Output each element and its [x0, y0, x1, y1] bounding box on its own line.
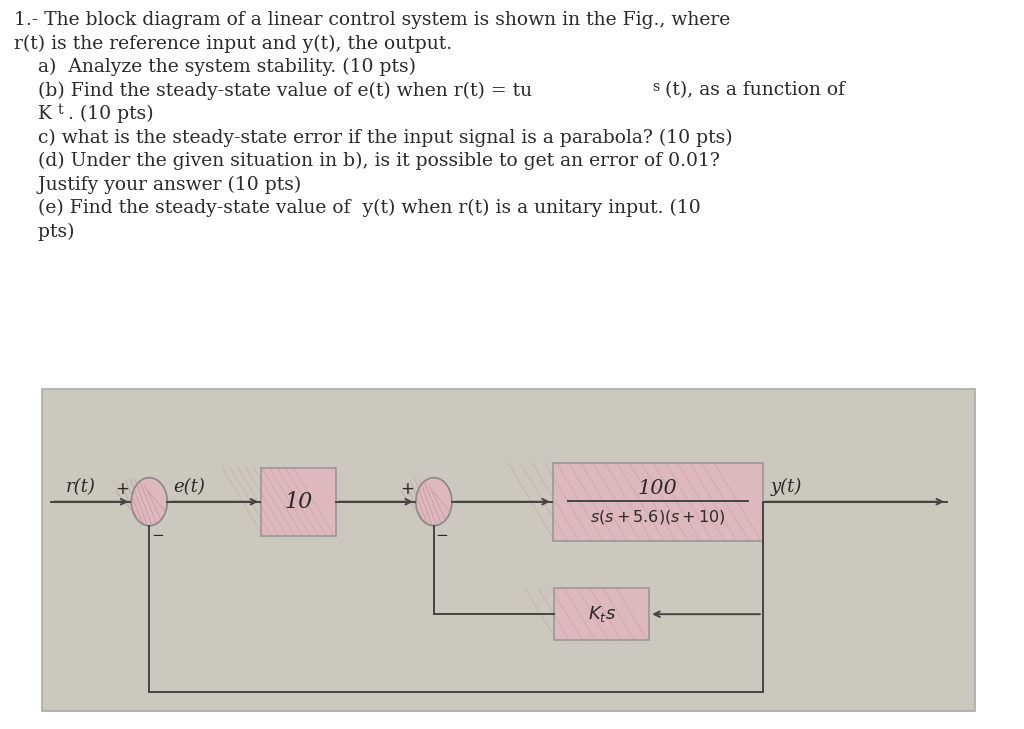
Bar: [261, 468, 336, 536]
Text: (b) Find the steady-state value of e(t) when r(t) = tu: (b) Find the steady-state value of e(t) …: [14, 82, 532, 100]
Text: e(t): e(t): [173, 477, 205, 496]
Text: y(t): y(t): [771, 477, 802, 496]
Text: 1.- The block diagram of a linear control system is shown in the Fig., where: 1.- The block diagram of a linear contro…: [14, 11, 730, 29]
Text: +: +: [116, 480, 129, 498]
Text: +: +: [400, 480, 414, 498]
Text: $s(s+5.6)(s+10)$: $s(s+5.6)(s+10)$: [590, 507, 726, 526]
Text: s: s: [652, 79, 659, 93]
Text: (d) Under the given situation in b), is it possible to get an error of 0.01?: (d) Under the given situation in b), is …: [14, 152, 720, 171]
Bar: [42, 389, 975, 711]
Text: (e) Find the steady-state value of  y(t) when r(t) is a unitary input. (10: (e) Find the steady-state value of y(t) …: [14, 199, 700, 217]
Text: pts): pts): [14, 222, 75, 241]
Ellipse shape: [131, 477, 167, 526]
Text: c) what is the steady-state error if the input signal is a parabola? (10 pts): c) what is the steady-state error if the…: [14, 128, 732, 147]
Text: . (10 pts): . (10 pts): [68, 105, 154, 123]
Ellipse shape: [416, 477, 452, 526]
Bar: [553, 463, 763, 541]
Bar: [554, 588, 649, 640]
Text: $K_t s$: $K_t s$: [588, 604, 615, 624]
Text: −: −: [436, 528, 449, 542]
Text: a)  Analyze the system stability. (10 pts): a) Analyze the system stability. (10 pts…: [14, 58, 416, 77]
Text: r(t): r(t): [66, 477, 95, 496]
Text: t: t: [58, 103, 63, 117]
Text: Justify your answer (10 pts): Justify your answer (10 pts): [14, 176, 301, 194]
Text: K: K: [14, 105, 52, 123]
Text: −: −: [152, 528, 164, 542]
Text: r(t) is the reference input and y(t), the output.: r(t) is the reference input and y(t), th…: [14, 34, 453, 52]
Text: 10: 10: [285, 491, 312, 512]
Text: 100: 100: [638, 479, 678, 498]
Text: (t), as a function of: (t), as a function of: [665, 82, 845, 99]
